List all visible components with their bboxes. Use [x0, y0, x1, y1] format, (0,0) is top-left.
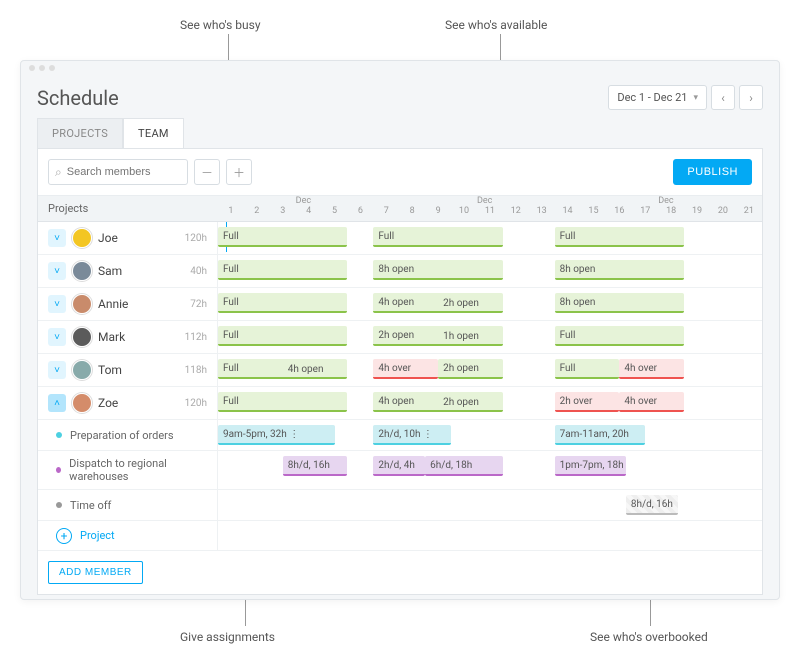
expand-toggle[interactable]: ˅ — [48, 295, 66, 313]
project-bullet — [56, 502, 62, 508]
day-header: 18 — [666, 206, 676, 216]
search-icon: ⌕ — [55, 165, 62, 180]
schedule-bar[interactable]: 1pm-7pm, 18h — [555, 456, 626, 476]
day-header: 12 — [511, 206, 521, 216]
day-header: 5 — [332, 206, 337, 216]
day-header: 15 — [588, 206, 598, 216]
day-header: 21 — [744, 206, 754, 216]
plus-icon: + — [56, 528, 72, 544]
chevron-down-icon: ▾ — [693, 93, 698, 103]
next-button[interactable]: › — [739, 85, 763, 110]
day-header: 2 — [254, 206, 259, 216]
expand-toggle[interactable]: ˄ — [48, 394, 66, 412]
avatar — [72, 294, 92, 314]
schedule-bar[interactable]: 8h open — [555, 293, 684, 313]
avatar — [72, 228, 92, 248]
annot-available: See who's available — [445, 18, 547, 32]
annot-overbooked: See who's overbooked — [590, 630, 708, 644]
avatar — [72, 360, 92, 380]
expand-toggle[interactable]: ˅ — [48, 328, 66, 346]
schedule-bar[interactable]: 8h/d, 16h — [283, 456, 348, 476]
subrow-name: Time off — [70, 499, 111, 512]
member-name: Sam — [98, 264, 184, 278]
member-hours: 40h — [190, 266, 207, 277]
member-hours: 120h — [185, 398, 207, 409]
schedule-bar[interactable]: Full — [218, 293, 347, 313]
day-header: 6 — [358, 206, 363, 216]
prev-button[interactable]: ‹ — [711, 85, 735, 110]
member-hours: 112h — [185, 332, 207, 343]
add-member-button[interactable]: ADD MEMBER — [48, 561, 143, 584]
date-range-picker[interactable]: Dec 1 - Dec 21▾ — [608, 85, 707, 110]
expand-toggle[interactable]: ˅ — [48, 361, 66, 379]
schedule-bar[interactable]: Full — [218, 392, 347, 412]
schedule-bar[interactable]: Full — [218, 260, 347, 280]
day-header: 9 — [436, 206, 441, 216]
day-header: 8 — [410, 206, 415, 216]
day-header: 16 — [614, 206, 624, 216]
avatar — [72, 327, 92, 347]
day-header: 14 — [563, 206, 573, 216]
project-bullet — [56, 432, 62, 438]
member-name: Mark — [98, 330, 179, 344]
schedule-bar[interactable]: 2h/d, 10h ⋮ — [373, 425, 451, 445]
avatar — [72, 393, 92, 413]
day-header: 1 — [228, 206, 233, 216]
expand-toggle[interactable]: ˅ — [48, 262, 66, 280]
schedule-bar[interactable]: 8h/d, 16h — [626, 495, 678, 515]
day-header: 7 — [384, 206, 389, 216]
window-titlebar — [21, 61, 779, 75]
day-header: 4 — [306, 206, 311, 216]
subrow-name: Dispatch to regional warehouses — [69, 457, 207, 483]
app-window: Schedule Dec 1 - Dec 21▾ ‹ › PROJECTS TE… — [20, 60, 780, 600]
member-hours: 72h — [190, 299, 207, 310]
schedule-bar[interactable]: 8h open — [373, 260, 502, 280]
day-header: 3 — [280, 206, 285, 216]
schedule-bar[interactable]: 8h open — [555, 260, 684, 280]
grid-header-label: Projects — [38, 196, 218, 221]
annot-assignments: Give assignments — [180, 630, 275, 644]
search-input[interactable]: ⌕ — [48, 159, 188, 185]
member-name: Zoe — [98, 396, 179, 410]
schedule-bar[interactable]: Full — [555, 326, 684, 346]
day-header: 13 — [537, 206, 547, 216]
expand-toggle[interactable]: ˅ — [48, 229, 66, 247]
schedule-bar[interactable]: Full — [555, 227, 684, 247]
member-hours: 120h — [185, 233, 207, 244]
member-name: Joe — [98, 231, 179, 245]
zoom-in-button[interactable]: ＋ — [226, 159, 252, 185]
page-title: Schedule — [37, 86, 119, 110]
day-header: 20 — [718, 206, 728, 216]
subrow-name: Preparation of orders — [70, 429, 174, 442]
tab-projects[interactable]: PROJECTS — [37, 118, 123, 148]
member-name: Annie — [98, 297, 184, 311]
zoom-out-button[interactable]: － — [194, 159, 220, 185]
member-hours: 118h — [185, 365, 207, 376]
schedule-bar[interactable]: 9am-5pm, 32h ⋮ — [218, 425, 335, 445]
add-project-button[interactable]: +Project — [56, 528, 115, 544]
publish-button[interactable]: PUBLISH — [673, 159, 752, 185]
schedule-bar[interactable]: 7am-11am, 20h — [555, 425, 646, 445]
day-header: 11 — [485, 206, 495, 216]
schedule-bar[interactable]: Full — [373, 227, 502, 247]
annot-busy: See who's busy — [180, 18, 261, 32]
schedule-bar[interactable]: Full — [218, 227, 347, 247]
tab-team[interactable]: TEAM — [123, 118, 184, 148]
project-bullet — [56, 467, 61, 473]
day-header: 10 — [459, 206, 469, 216]
avatar — [72, 261, 92, 281]
schedule-bar[interactable]: Full — [218, 326, 347, 346]
day-header: 17 — [640, 206, 650, 216]
day-header: 19 — [692, 206, 702, 216]
member-name: Tom — [98, 363, 179, 377]
